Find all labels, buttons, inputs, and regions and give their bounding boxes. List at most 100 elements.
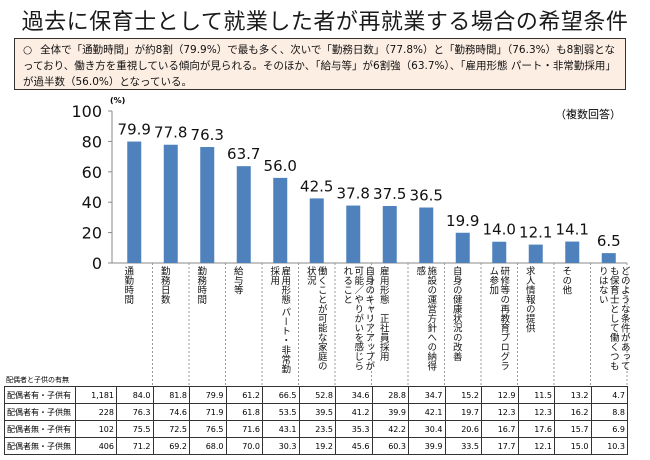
bar <box>127 141 142 263</box>
table-cell: 12.3 <box>517 403 555 421</box>
table-cell: 配偶者無・子供無 <box>4 437 76 455</box>
y-tick-label: 60 <box>82 163 102 182</box>
table-cell: 19.7 <box>444 403 482 421</box>
table-cell: 75.5 <box>116 420 154 438</box>
table-cell: 228 <box>75 403 117 421</box>
y-tick-label: 0 <box>92 254 102 273</box>
table-cell: 60.3 <box>371 437 409 455</box>
summary-box: ○ 全体で「通勤時間」が約8割（79.9%）で最も多く、次いで「勤務日数」（77.… <box>14 38 626 90</box>
table-cell: 1,181 <box>75 386 117 404</box>
table-cell: 34.7 <box>408 386 446 404</box>
table-cell: 45.6 <box>335 437 373 455</box>
table-cell: 52.8 <box>298 386 336 404</box>
value-label: 37.5 <box>373 185 406 203</box>
table-cell: 84.0 <box>116 386 154 404</box>
bar <box>382 206 397 263</box>
y-tick-label: 100 <box>71 102 102 121</box>
category-label: 研修等の再教育プログラム参加 <box>487 266 510 371</box>
table-cell: 35.3 <box>335 420 373 438</box>
table-cell: 10.3 <box>590 437 628 455</box>
bar <box>273 177 288 263</box>
page-title: 過去に保育士として就業した者が再就業する場合の希望条件 <box>21 10 629 35</box>
value-label: 37.8 <box>337 185 370 203</box>
table-header: 配偶者と子供の有無 <box>6 376 69 384</box>
table-cell: 102 <box>75 420 117 438</box>
table-cell: 4.7 <box>590 386 628 404</box>
table-cell: 72.5 <box>152 420 190 438</box>
value-label: 79.9 <box>118 121 151 139</box>
table-cell: 16.2 <box>554 403 592 421</box>
table-row: 配偶者無・子供無 406 71.2 69.2 68.0 70.0 30.3 19.2 45.6 6… <box>4 437 628 455</box>
value-label: 14.1 <box>556 221 589 239</box>
bar <box>163 144 178 263</box>
table-cell: 34.6 <box>335 386 373 404</box>
table-cell: 23.5 <box>298 420 336 438</box>
category-label: その他 <box>560 266 572 295</box>
table-cell: 30.4 <box>408 420 446 438</box>
table-cell: 74.6 <box>152 403 190 421</box>
table-cell: 76.5 <box>189 420 227 438</box>
category-label: 自身のキャリアアップが可能／やりがいを感じられること <box>341 266 375 371</box>
category-label: 求人情報の提供 <box>523 266 535 333</box>
value-label: 19.9 <box>446 212 479 230</box>
bar <box>419 207 434 263</box>
value-label: 77.8 <box>154 124 187 142</box>
value-label: 76.3 <box>191 126 224 144</box>
table-cell: 12.9 <box>481 386 519 404</box>
value-label: 56.0 <box>264 157 297 175</box>
value-label: 36.5 <box>410 187 443 205</box>
bar <box>528 244 543 263</box>
category-label: どのような条件があっても保育士として働くつもりはない <box>596 266 630 371</box>
bullet-icon: ○ <box>23 44 33 56</box>
table-cell: 15.7 <box>554 420 592 438</box>
table-cell: 配偶者有・子供無 <box>4 403 76 421</box>
y-tick-label: 80 <box>82 132 102 151</box>
category-label: 給与等 <box>231 266 243 295</box>
value-label: 6.5 <box>597 232 621 250</box>
category-label: 働くことが可能な家庭の状況 <box>304 266 327 371</box>
table-cell: 42.1 <box>408 403 446 421</box>
bar <box>455 232 470 263</box>
table-cell: 81.8 <box>152 386 190 404</box>
table-cell: 39.5 <box>298 403 336 421</box>
y-axis-unit: (%) <box>110 96 126 105</box>
table-row: 配偶者有・子供有 1,181 84.0 81.8 79.9 61.2 66.5 52.8 34.… <box>4 386 628 404</box>
table-cell: 70.0 <box>225 437 263 455</box>
table-cell: 8.8 <box>590 403 628 421</box>
category-label: 勤務日数 <box>158 266 170 304</box>
table-cell: 61.8 <box>225 403 263 421</box>
table-cell: 71.9 <box>189 403 227 421</box>
table-cell: 19.2 <box>298 437 336 455</box>
bar <box>309 198 324 263</box>
bar <box>236 166 251 263</box>
table-cell: 42.2 <box>371 420 409 438</box>
category-label: 雇用形態 正社員採用 <box>377 266 389 361</box>
table-cell: 71.6 <box>225 420 263 438</box>
table-cell: 13.2 <box>554 386 592 404</box>
category-label: 雇用形態 パート・非常勤採用 <box>268 266 291 374</box>
table-cell: 28.8 <box>371 386 409 404</box>
multiple-answer-note: （複数回答） <box>555 108 621 121</box>
category-label: 自身の健康状況の改善 <box>450 266 462 361</box>
breakdown-table: 配偶者有・子供有 1,181 84.0 81.8 79.9 61.2 66.5 52.8 34.… <box>4 386 628 455</box>
table-cell: 15.2 <box>444 386 482 404</box>
table-cell: 61.2 <box>225 386 263 404</box>
y-tick-label: 40 <box>82 193 102 212</box>
table-cell: 79.9 <box>189 386 227 404</box>
table-cell: 66.5 <box>262 386 300 404</box>
table-cell: 30.3 <box>262 437 300 455</box>
table-cell: 71.2 <box>116 437 154 455</box>
bar <box>346 205 361 263</box>
table-cell: 15.0 <box>554 437 592 455</box>
category-label: 施設の運営方針への納得感 <box>414 266 437 371</box>
table-cell: 69.2 <box>152 437 190 455</box>
bar <box>565 241 580 263</box>
value-label: 63.7 <box>227 145 260 163</box>
table-cell: 76.3 <box>116 403 154 421</box>
table-cell: 配偶者有・子供有 <box>4 386 76 404</box>
category-label: 勤務時間 <box>195 266 207 304</box>
table-cell: 41.2 <box>335 403 373 421</box>
category-label: 通勤時間 <box>122 266 134 304</box>
